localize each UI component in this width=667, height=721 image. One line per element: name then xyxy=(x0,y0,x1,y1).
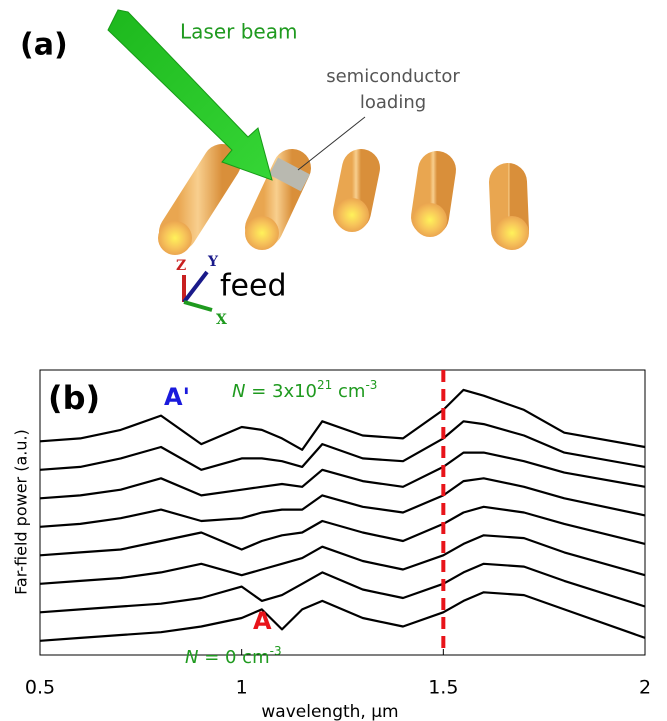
density-part: = 0 cm xyxy=(198,647,269,668)
axis-label: X xyxy=(216,312,227,328)
rod-end xyxy=(495,216,529,250)
point-label: A' xyxy=(164,383,190,411)
axis-y xyxy=(184,272,207,302)
y-axis-title: Far-field power (a.u.) xyxy=(12,429,31,595)
axis-label: Y xyxy=(207,254,219,270)
feed-label: feed xyxy=(220,269,287,304)
density-part: cm xyxy=(332,381,365,402)
x-axis-title: wavelength, μm xyxy=(261,702,398,721)
x-tick-label: 1.5 xyxy=(428,677,458,699)
x-tick-label: 0.5 xyxy=(25,677,55,699)
axis-label: Z xyxy=(176,258,186,274)
loading xyxy=(285,166,294,183)
laser-label: Laser beam xyxy=(180,20,297,44)
x-tick-label: 2 xyxy=(639,677,651,699)
loading-label: semiconductor xyxy=(326,66,460,87)
rods xyxy=(158,163,529,255)
rod-end xyxy=(245,216,279,250)
plot-frame xyxy=(40,370,645,655)
x-tick-label: 1 xyxy=(236,677,248,699)
panel-label: (a) xyxy=(20,28,68,63)
curve xyxy=(40,453,645,499)
curve xyxy=(40,592,645,641)
panel-label: (b) xyxy=(48,379,100,417)
density-part: N xyxy=(185,647,198,668)
panel-a: (a) Laser beam semiconductor loading Z Y… xyxy=(20,10,529,328)
rod-end xyxy=(158,221,192,255)
figure: (a) Laser beam semiconductor loading Z Y… xyxy=(0,0,667,721)
density-part: -3 xyxy=(270,644,282,658)
curve xyxy=(40,478,645,527)
density-label: N = 3x1021 cm-3 xyxy=(232,378,377,403)
axis-x xyxy=(184,302,212,310)
rod-end xyxy=(335,198,369,232)
panel-b: wavelength, μm Far-field power (a.u.) 0.… xyxy=(12,370,652,721)
point-label: A xyxy=(253,607,272,635)
density-part: 21 xyxy=(317,378,332,392)
density-part: -3 xyxy=(365,378,377,392)
density-label: N = 0 cm-3 xyxy=(185,644,282,669)
density-part: = 3x10 xyxy=(245,381,317,402)
loading-label: loading xyxy=(360,92,426,113)
density-part: N xyxy=(232,381,245,402)
rod xyxy=(178,163,222,232)
rod-end xyxy=(413,203,447,237)
